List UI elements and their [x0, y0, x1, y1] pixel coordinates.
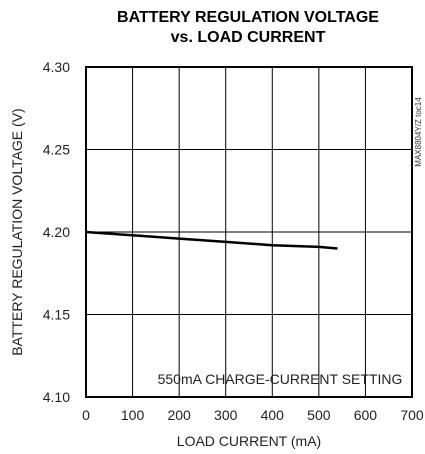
y-tick-label: 4.30	[43, 59, 70, 75]
x-tick-label: 700	[400, 407, 424, 423]
y-tick-label: 4.15	[43, 307, 70, 323]
annotation: 550mA CHARGE-CURRENT SETTING	[158, 371, 403, 387]
x-axis-label: LOAD CURRENT (mA)	[177, 433, 321, 449]
y-axis-label: BATTERY REGULATION VOLTAGE (V)	[9, 108, 25, 355]
y-tick-label: 4.25	[43, 142, 70, 158]
figure-id: MAX8804Y/Z toc14	[414, 97, 423, 167]
chart-title-line1: BATTERY REGULATION VOLTAGE	[117, 9, 379, 26]
x-tick-label: 300	[214, 407, 238, 423]
x-tick-labels: 0 100 200 300 400 500 600 700	[82, 407, 424, 423]
x-tick-label: 100	[121, 407, 145, 423]
grid	[86, 67, 412, 397]
chart-title-line2: vs. LOAD CURRENT	[171, 29, 326, 46]
x-tick-label: 400	[261, 407, 285, 423]
y-tick-label: 4.20	[43, 224, 70, 240]
x-tick-label: 200	[167, 407, 191, 423]
y-tick-labels: 4.10 4.15 4.20 4.25 4.30	[43, 59, 70, 405]
x-tick-label: 500	[307, 407, 331, 423]
series-line	[85, 230, 338, 250]
series-layer	[85, 230, 338, 250]
x-tick-label: 600	[354, 407, 378, 423]
y-tick-label: 4.10	[43, 389, 70, 405]
x-tick-label: 0	[82, 407, 90, 423]
